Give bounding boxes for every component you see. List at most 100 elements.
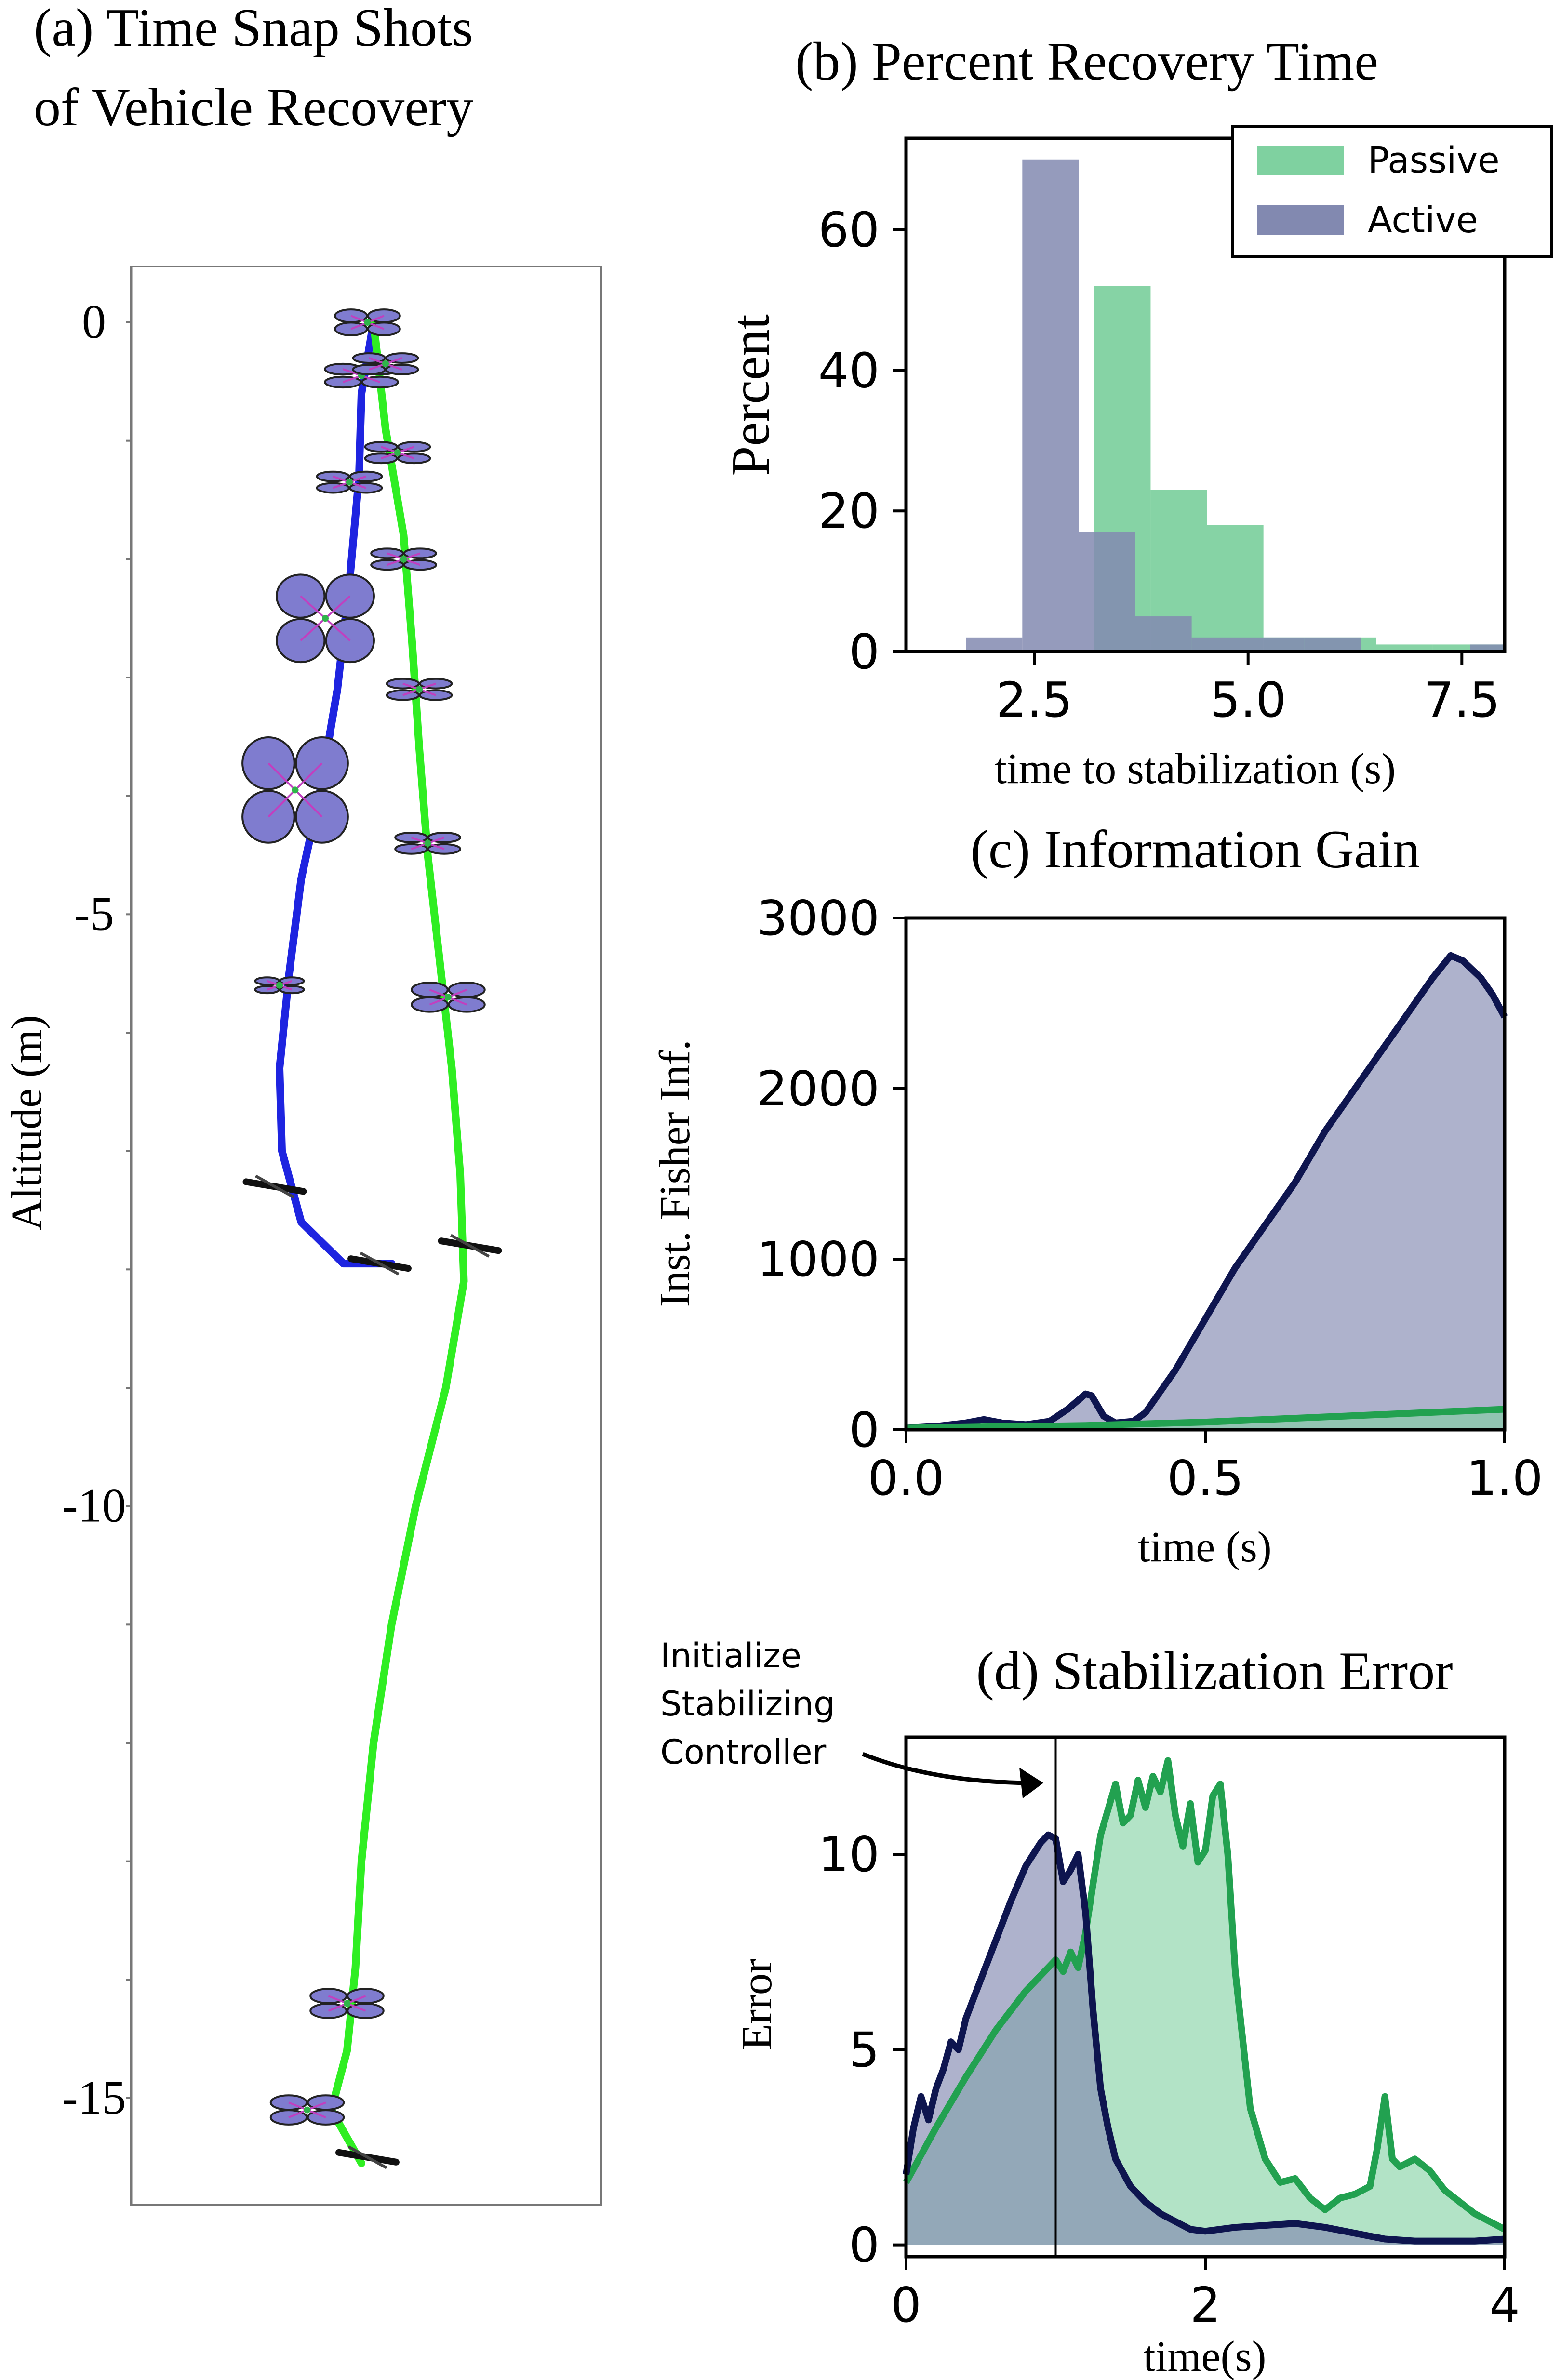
xtick-label: 1.0 — [1466, 1450, 1543, 1506]
active-bar — [966, 637, 1023, 652]
panel-b-ticks: 2.5 5.0 7.5 0 20 40 60 — [818, 202, 1500, 728]
xtick-label: 4 — [1489, 2277, 1520, 2333]
active-bar — [1191, 637, 1248, 652]
quadrotor-snapshot-icon — [316, 470, 383, 494]
panel-a-plot-area — [241, 308, 502, 2169]
panel-a-y-ticks: 0 -5 -10 -15 — [62, 295, 131, 2124]
ytick-label: 0 — [849, 2217, 880, 2274]
panel-a-frame — [130, 266, 602, 2206]
quadrotor-arm — [267, 762, 296, 791]
quadrotor-snapshot-icon — [438, 1234, 502, 1258]
quadrotor-snapshot-icon — [352, 352, 419, 375]
annotation-arrow — [862, 1752, 1037, 1785]
active-bar — [1079, 532, 1135, 652]
panel-a-title-line1: (a) Time Snap Shots — [34, 0, 473, 58]
panel-a-ytick-label: 0 — [82, 295, 106, 348]
quadrotor-snapshot-icon — [347, 1251, 412, 1276]
passive-bar — [1207, 525, 1264, 652]
xtick-label: 0 — [891, 2277, 921, 2333]
quadrotor-snapshot-icon — [364, 441, 431, 465]
quadrotor-arm — [347, 2145, 387, 2169]
active-bar — [1248, 637, 1305, 652]
panel-b-xtick-label: 7.5 — [1424, 672, 1500, 728]
panel-a-ytick-label: -15 — [62, 2071, 126, 2124]
quadrotor-center — [364, 319, 371, 326]
legend-passive-label: Passive — [1368, 140, 1500, 181]
annotation-arrowhead — [1019, 1768, 1043, 1798]
annotation-line3: Controller — [660, 1732, 827, 1772]
annotation-line1: Initialize — [660, 1636, 801, 1675]
active-bar — [1304, 637, 1361, 652]
quadrotor-center — [445, 994, 452, 1001]
panel-b-title: (b) Percent Recovery Time — [795, 32, 1378, 92]
quadrotor-arm — [450, 1234, 490, 1258]
quadrotor-center — [276, 982, 283, 989]
quadrotor-arm — [294, 789, 323, 818]
passive-line — [903, 1757, 1507, 2233]
quadrotor-center — [304, 2106, 311, 2114]
quadrotor-center — [382, 360, 389, 367]
panel-b-bars — [966, 159, 1505, 652]
panel-b-ytick-label: 40 — [818, 342, 880, 399]
panel-a-ytick-label: -5 — [74, 887, 114, 940]
quadrotor-center — [322, 615, 329, 622]
quadrotor-snapshot-icon — [335, 2145, 400, 2169]
panel-b-ytick-label: 20 — [818, 483, 880, 539]
ytick-label: 5 — [849, 2021, 880, 2078]
ytick-label: 3000 — [757, 890, 880, 946]
panel-c-ticks: 0.0 0.5 1.0 0 1000 2000 3000 — [757, 890, 1543, 1506]
quadrotor-arm — [254, 1174, 295, 1199]
panel-c-information-gain: (c) Information Gain 0.0 0.5 1.0 0 1000 2000 3… — [651, 820, 1543, 1571]
quadrotor-center — [400, 556, 407, 563]
xtick-label: 0.0 — [867, 1450, 944, 1506]
quadrotor-arm — [300, 595, 326, 619]
passive-area — [906, 1409, 1505, 1430]
panel-d-ylabel: Error — [733, 1959, 781, 2050]
panel-b-xtick-label: 5.0 — [1210, 672, 1286, 728]
quadrotor-snapshot-icon — [334, 308, 401, 336]
panel-d-xlabel: time(s) — [1144, 2333, 1267, 2380]
quadrotor-center — [424, 839, 431, 847]
active-area — [906, 955, 1505, 1430]
xtick-label: 0.5 — [1167, 1450, 1243, 1506]
quadrotor-center — [344, 2000, 350, 2007]
panel-c-xlabel: time (s) — [1138, 1523, 1271, 1571]
panel-b-ytick-label: 60 — [818, 202, 880, 258]
legend-active-label: Active — [1368, 199, 1478, 241]
panel-b-xtick-label: 2.5 — [996, 672, 1073, 728]
panel-d-title: (d) Stabilization Error — [976, 1641, 1453, 1701]
xtick-label: 2 — [1190, 2277, 1221, 2333]
ytick-label: 1000 — [757, 1231, 880, 1288]
quadrotor-center — [292, 786, 299, 794]
panel-c-title: (c) Information Gain — [971, 820, 1420, 879]
quadrotor-snapshot-icon — [269, 2094, 345, 2126]
passive-trajectory-line — [327, 319, 468, 2167]
quadrotor-arm — [294, 762, 323, 791]
ytick-label: 10 — [818, 1826, 880, 1883]
active-bar — [1135, 616, 1192, 652]
quadrotor-arm — [300, 617, 326, 641]
panel-b-ylabel: Percent — [721, 314, 781, 476]
quadrotor-snapshot-icon — [309, 1988, 385, 2019]
panel-d-annotation: Initialize Stabilizing Controller — [660, 1636, 1043, 1798]
ytick-label: 0 — [849, 1402, 880, 1458]
panel-b-xlabel: time to stabilization (s) — [995, 745, 1396, 793]
quadrotor-arm — [324, 595, 351, 619]
quadrotor-snapshot-icon — [276, 573, 375, 664]
panel-a-trajectory-plot: (a) Time Snap Shots of Vehicle Recovery … — [3, 0, 602, 2206]
active-bar — [1470, 644, 1505, 652]
panel-b-histogram: (b) Percent Recovery Time 2.5 5.0 7.5 0 20 40… — [721, 32, 1553, 793]
quadrotor-snapshot-icon — [386, 678, 453, 701]
quadrotor-snapshot-icon — [241, 736, 349, 844]
panel-a-title-line2: of Vehicle Recovery — [34, 78, 473, 137]
quadrotor-center — [394, 449, 401, 456]
quadrotor-arm — [324, 617, 351, 641]
panel-b-legend: Passive Active — [1231, 125, 1553, 258]
quadrotor-arm — [267, 789, 296, 818]
quadrotor-snapshot-icon — [411, 982, 486, 1013]
panel-d-plot-area — [903, 1737, 1507, 2257]
quadrotor-snapshot-icon — [394, 831, 461, 855]
panel-a-ylabel: Altitude (m) — [3, 1015, 51, 1230]
